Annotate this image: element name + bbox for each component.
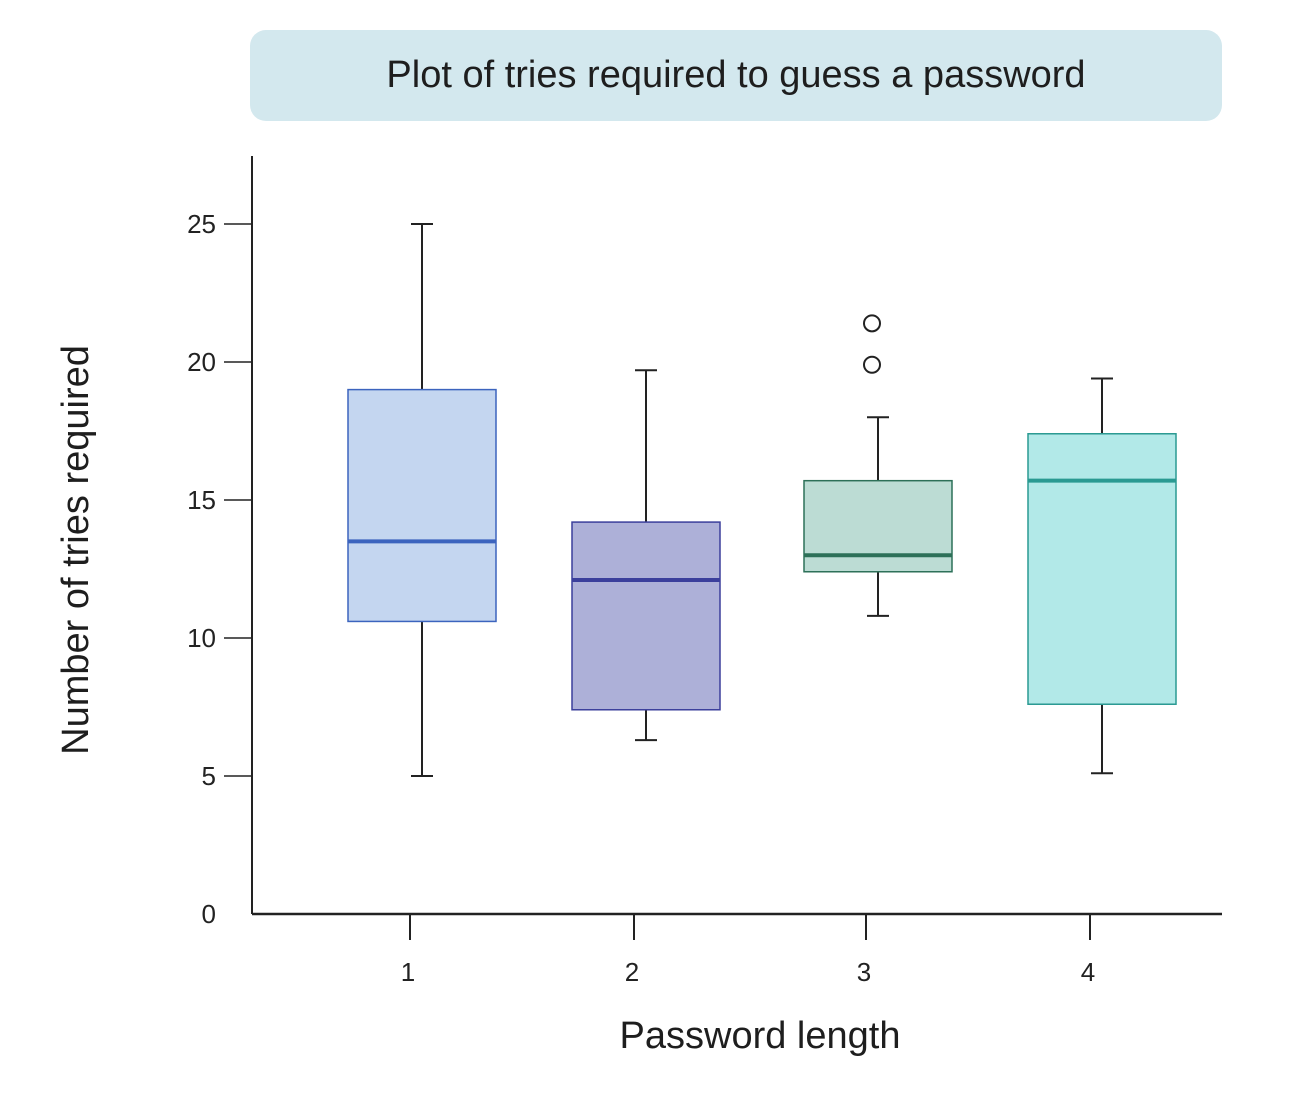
y-tick-label-0: 0 (202, 899, 216, 929)
x-axis-title: Password length (620, 1015, 901, 1057)
box-group-3 (803, 314, 953, 617)
y-tick-label-10: 10 (187, 623, 216, 653)
y-tick-label-5: 5 (202, 761, 216, 791)
box (347, 388, 497, 623)
boxes (347, 223, 1177, 777)
box-group-4 (1027, 377, 1177, 775)
chart-title: Plot of tries required to guess a passwo… (386, 54, 1086, 96)
box-group-2 (571, 369, 721, 742)
x-tick-label-2: 2 (625, 957, 639, 987)
x-tick-label-4: 4 (1081, 957, 1095, 987)
y-tick-label-15: 15 (187, 485, 216, 515)
outlier-point (863, 355, 881, 374)
y-axis-title: Number of tries required (55, 345, 97, 755)
y-tick-label-25: 25 (187, 209, 216, 239)
x-tick-label-3: 3 (857, 957, 871, 987)
y-tick-label-20: 20 (187, 347, 216, 377)
box (803, 479, 953, 573)
chart-title-box: Plot of tries required to guess a passwo… (250, 30, 1222, 121)
axes: 0 5 10 15 20 25 1 2 3 4 (187, 156, 1222, 987)
box (571, 521, 721, 711)
outlier-point (863, 314, 881, 333)
box-group-1 (347, 223, 497, 777)
x-tick-label-1: 1 (401, 957, 415, 987)
box (1027, 433, 1177, 705)
